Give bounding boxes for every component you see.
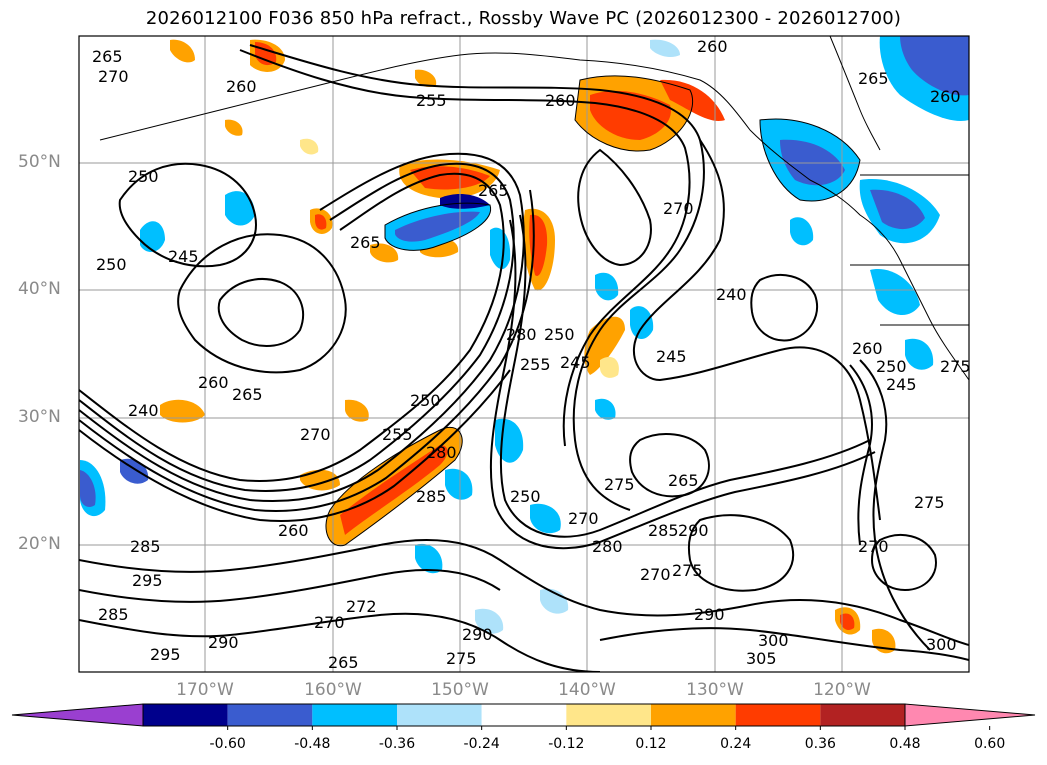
contour-label: 240	[716, 285, 747, 304]
contour-label: 295	[150, 645, 181, 664]
lon-label-140w: 140°W	[558, 680, 616, 700]
contour-label: 290	[208, 633, 239, 652]
colorbar	[11, 703, 1036, 730]
contour-label: 245	[168, 247, 199, 266]
contour-label: 280	[592, 537, 623, 556]
lat-label-30n: 30°N	[18, 407, 61, 427]
contour-label: 275	[914, 493, 945, 512]
colorbar-extend-low	[11, 703, 144, 727]
thin-contours	[325, 75, 861, 547]
contour-label: 260	[930, 87, 961, 106]
contour-label: 265	[328, 653, 359, 672]
contour-label: 270	[568, 509, 599, 528]
colorbar-segment	[651, 704, 736, 726]
lon-label-160w: 160°W	[304, 680, 362, 700]
contour-lines	[79, 44, 969, 672]
contour-label: 290	[678, 521, 709, 540]
lat-label-50n: 50°N	[18, 152, 61, 172]
colorbar-tick-label: 0.48	[889, 736, 921, 752]
contour-label: 270	[640, 565, 671, 584]
contour-label: 300	[758, 631, 789, 650]
shaded-negative-anomalies	[80, 36, 969, 634]
contour-label: 300	[926, 635, 957, 654]
plot-frame	[78, 35, 970, 673]
contour-label: 265	[668, 471, 699, 490]
contour-label: 245	[656, 347, 687, 366]
contour-label: 260	[545, 91, 576, 110]
contour-label: 250	[96, 255, 127, 274]
contour-label: 265	[232, 385, 263, 404]
contour-label: 275	[940, 357, 971, 376]
contour-labels: 265 270 260 255 260 260 265 250 265 245 …	[92, 37, 971, 672]
contour-label: 285	[130, 537, 161, 556]
contour-label: 250	[544, 325, 575, 344]
colorbar-segment	[820, 704, 905, 726]
contour-label: 260	[278, 521, 309, 540]
contour-label: 275	[604, 475, 635, 494]
contour-label: 265	[478, 181, 509, 200]
contour-label: 250	[410, 391, 441, 410]
contour-label: 240	[128, 401, 159, 420]
colorbar-segment	[312, 704, 397, 726]
contour-label: 270	[300, 425, 331, 444]
coastlines	[99, 36, 969, 381]
map-panel: 265 270 260 255 260 260 265 250 265 245 …	[78, 35, 971, 673]
contour-label: 270	[663, 199, 694, 218]
colorbar-tick-label: 0.12	[635, 736, 667, 752]
contour-label: 285	[416, 487, 447, 506]
contour-label: 285	[648, 521, 679, 540]
colorbar-segment	[227, 704, 313, 726]
contour-label: 245	[560, 353, 591, 372]
contour-label: 280	[506, 325, 537, 344]
colorbar-segment	[397, 704, 482, 726]
contour-label: 255	[382, 425, 413, 444]
colorbar-tick-label: -0.24	[463, 736, 500, 752]
contour-label: 250	[510, 487, 541, 506]
contour-label: 255	[520, 355, 551, 374]
colorbar-tick-label: -0.48	[294, 736, 331, 752]
lon-label-170w: 170°W	[176, 680, 234, 700]
lon-label-120w: 120°W	[813, 680, 871, 700]
colorbar-tick-label: -0.36	[378, 736, 416, 752]
colorbar-tick-label: 0.24	[720, 736, 752, 752]
contour-label: 245	[886, 375, 917, 394]
colorbar-segment	[481, 704, 567, 726]
contour-label: 275	[446, 649, 477, 668]
lat-label-20n: 20°N	[18, 534, 61, 554]
contour-label: 280	[426, 443, 457, 462]
contour-label: 250	[876, 357, 907, 376]
contour-label: 260	[226, 77, 257, 96]
lat-label-40n: 40°N	[18, 279, 61, 299]
contour-label: 295	[132, 571, 163, 590]
colorbar-frame	[142, 703, 906, 727]
contour-label: 255	[416, 91, 447, 110]
colorbar-tick-label: 0.36	[804, 736, 836, 752]
colorbar-segment	[735, 704, 821, 726]
contour-label: 305	[746, 649, 777, 668]
chart-title: 2026012100 F036 850 hPa refract., Rossby…	[145, 8, 902, 29]
contour-label: 265	[350, 233, 381, 252]
colorbar-tick-label: -0.12	[548, 736, 585, 752]
colorbar-segment	[566, 704, 651, 726]
contour-label: 270	[98, 67, 129, 86]
colorbar-tick-label: -0.60	[209, 736, 246, 752]
contour-label: 290	[694, 605, 725, 624]
contour-label: 260	[198, 373, 229, 392]
contour-label: 272	[346, 597, 377, 616]
colorbar-segment	[143, 704, 228, 726]
contour-label: 275	[672, 561, 703, 580]
lon-label-130w: 130°W	[686, 680, 744, 700]
colorbar-tick-label: 0.60	[974, 736, 1006, 752]
contour-label: 270	[314, 613, 345, 632]
contour-label: 260	[697, 37, 728, 56]
contour-label: 285	[98, 605, 129, 624]
lon-label-150w: 150°W	[431, 680, 489, 700]
contour-label: 260	[852, 339, 883, 358]
contour-label: 265	[92, 47, 123, 66]
contour-label: 265	[858, 69, 889, 88]
contour-label: 270	[858, 537, 889, 556]
contour-label: 290	[462, 625, 493, 644]
colorbar-extend-high	[904, 703, 1036, 727]
contour-label: 250	[128, 167, 159, 186]
